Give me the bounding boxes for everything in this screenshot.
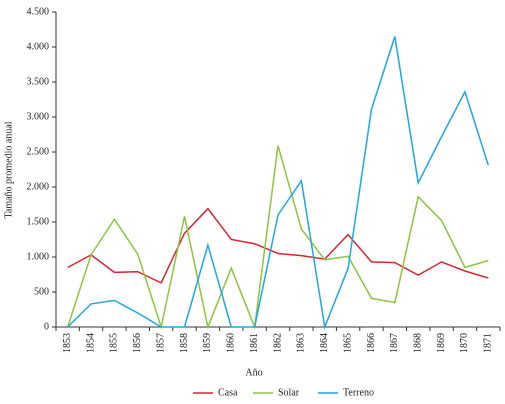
y-tick-label: 1.000 [27,251,50,262]
x-tick-label: 1855 [109,333,120,353]
x-tick-label: 1856 [132,333,143,353]
y-tick-label: 1.500 [27,216,50,227]
series-line [66,145,489,330]
x-tick-label: 1867 [389,333,400,353]
x-tick-label: 1861 [249,333,260,353]
x-tick-label: 1853 [62,333,73,353]
y-tick-label: 2.500 [27,146,50,157]
legend-label: Casa [218,387,238,398]
x-tick-label: 1862 [272,333,283,353]
x-tick-label: 1857 [155,333,166,353]
x-tick-label: 1870 [459,333,470,353]
x-tick-label: 1869 [436,333,447,353]
legend-label: Solar [278,387,300,398]
x-tick-label: 1866 [366,333,377,353]
y-tick-label: 0 [44,321,49,332]
x-tick-label: 1863 [296,333,307,353]
y-tick-label: 2.000 [27,181,50,192]
y-tick-label: 4.000 [27,41,50,52]
y-tick-label: 3.000 [27,111,50,122]
x-tick-label: 1868 [413,333,424,353]
x-tick-label: 1860 [226,333,237,353]
x-tick-label: 1859 [202,333,213,353]
y-tick-label: 3.500 [27,76,50,87]
x-tick-label: 1864 [319,333,330,353]
x-tick-label: 1871 [483,333,494,353]
x-tick-label: 1858 [179,333,190,353]
legend-label: Terreno [343,387,374,398]
series-line [67,36,490,330]
y-tick-label: 4.500 [27,6,50,17]
series-line [67,207,489,284]
x-tick-label: 1854 [85,333,96,353]
y-axis-title: Tamaño promedio anual [3,121,14,218]
x-axis-title: Año [245,367,262,378]
x-tick-label: 1865 [342,333,353,353]
y-tick-label: 500 [34,286,49,297]
